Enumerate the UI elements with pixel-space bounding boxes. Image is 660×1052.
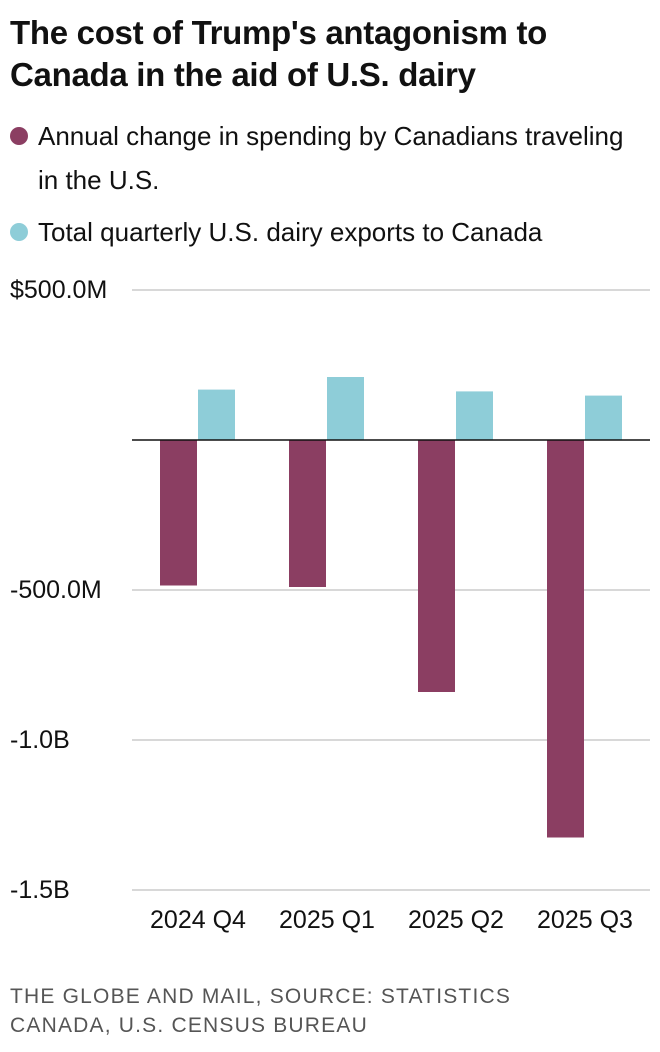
bar-dairy — [456, 391, 493, 440]
y-tick-label: $500.0M — [10, 276, 107, 304]
y-tick-label: -500.0M — [10, 576, 102, 604]
legend-label-spending: Annual change in spending by Canadians t… — [38, 121, 624, 195]
x-tick-label: 2025 Q1 — [279, 906, 375, 934]
y-tick-label: -1.5B — [10, 876, 70, 904]
bar-dairy — [198, 389, 235, 440]
legend-swatch-dairy — [10, 223, 28, 241]
bar-dairy — [585, 395, 622, 440]
legend-swatch-spending — [10, 127, 28, 145]
source-credit: THE GLOBE AND MAIL, SOURCE: STATISTICS C… — [10, 985, 512, 1037]
bar-spending — [418, 440, 455, 692]
legend-label-dairy: Total quarterly U.S. dairy exports to Ca… — [38, 217, 543, 247]
x-tick-label: 2025 Q3 — [537, 906, 633, 934]
bar-spending — [289, 440, 326, 587]
x-tick-label: 2024 Q4 — [150, 906, 246, 934]
chart-title: The cost of Trump's antagonism to Canada… — [10, 14, 547, 93]
bar-spending — [547, 440, 584, 838]
x-tick-label: 2025 Q2 — [408, 906, 504, 934]
bar-dairy — [327, 377, 364, 440]
y-tick-label: -1.0B — [10, 726, 70, 754]
bar-spending — [160, 440, 197, 586]
legend-item-spending: Annual change in spending by Canadians t… — [10, 114, 650, 202]
bar-chart: $500.0M -500.0M -1.0B -1.5B 2024 Q4 2025 Q1 20… — [10, 276, 650, 934]
legend: Annual change in spending by Canadians t… — [10, 114, 650, 254]
legend-item-dairy: Total quarterly U.S. dairy exports to Ca… — [10, 210, 650, 254]
